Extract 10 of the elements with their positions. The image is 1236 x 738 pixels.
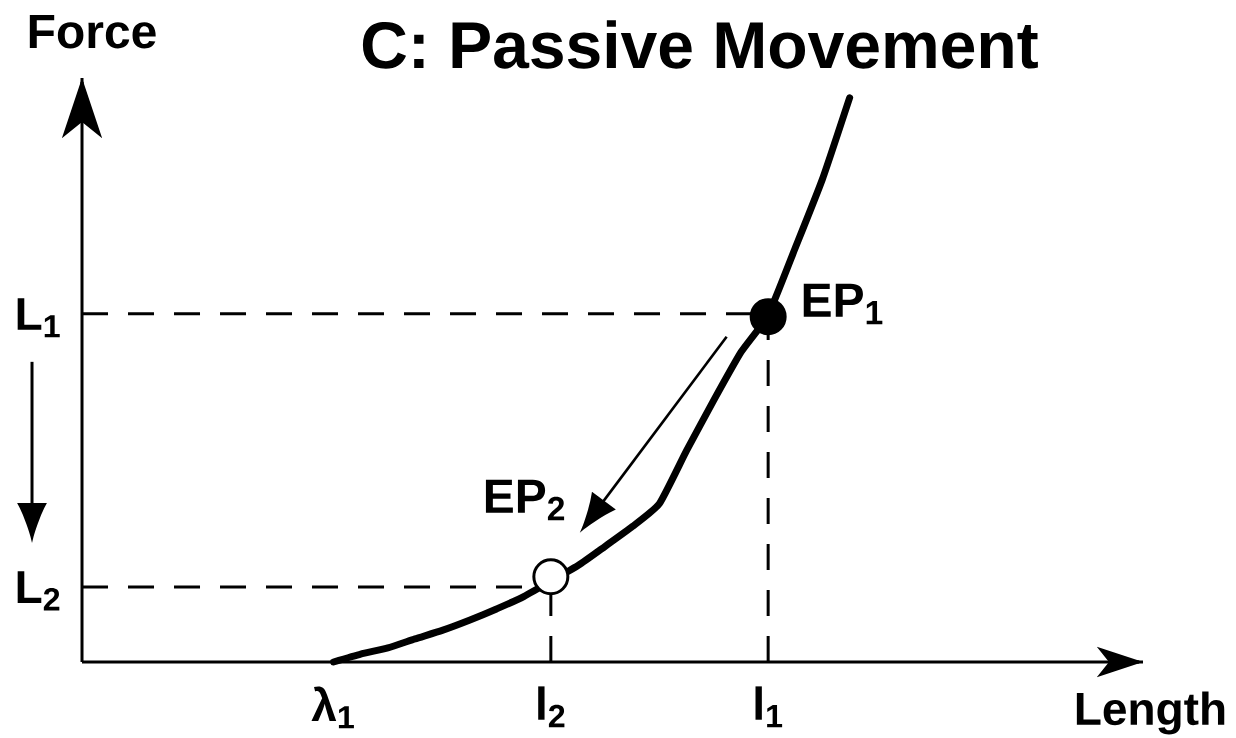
x-tick-label: λ$_{1}$ bbox=[311, 686, 354, 729]
y-axis-title: Force bbox=[29, 14, 156, 49]
chart-title: C: Passive Movement bbox=[362, 20, 1038, 69]
x-tick-label: l$_{1}$ bbox=[755, 686, 783, 728]
ref-line-label: L$_{1}$ bbox=[17, 298, 60, 338]
x-axis-title: Length bbox=[1076, 691, 1225, 735]
series-label: EP$_{2}$ bbox=[485, 479, 565, 521]
x-tick-label: l$_{2}$ bbox=[538, 686, 565, 728]
legend-label: EP$_{1}$ bbox=[803, 283, 883, 325]
ref-line-label: L$_{2}$ bbox=[17, 571, 60, 611]
